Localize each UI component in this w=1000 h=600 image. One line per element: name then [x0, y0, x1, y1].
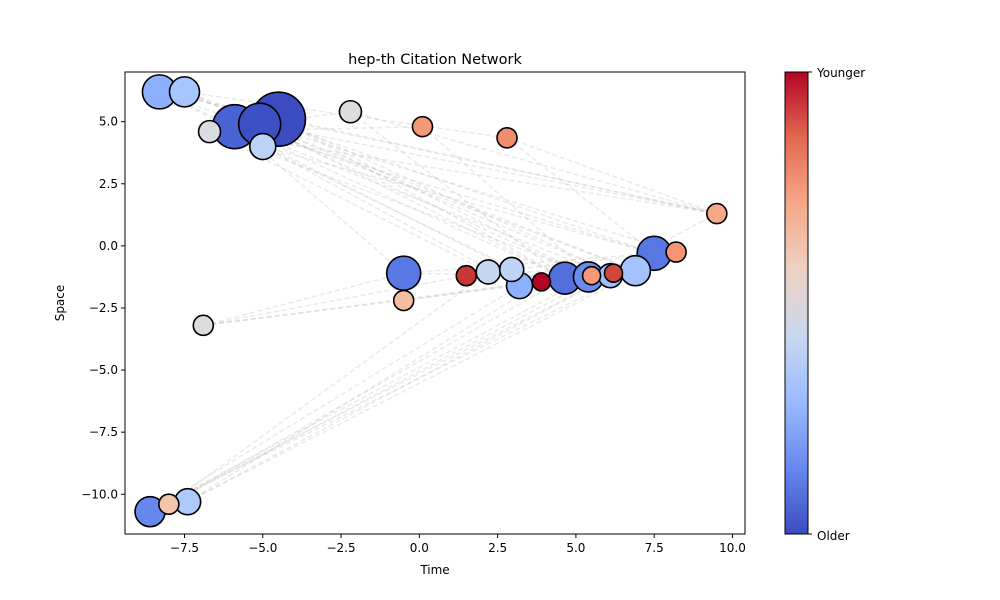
y-axis: 5.0 2.5 0.0 −2.5 −5.0 −7.5 −10.0	[81, 115, 125, 501]
edge-7	[234, 125, 611, 277]
edge-13	[278, 118, 717, 215]
y-tick-label-5: −7.5	[89, 425, 118, 439]
edge-9	[259, 123, 566, 279]
edges-layer	[149, 91, 718, 513]
x-tick-label-4: 2.5	[488, 541, 507, 555]
edge-33	[203, 277, 566, 327]
edge-0	[159, 91, 717, 215]
edge-18	[349, 111, 566, 279]
y-tick-label-6: −10.0	[81, 487, 118, 501]
node-1	[168, 76, 201, 108]
x-tick-label-2: −2.5	[326, 541, 355, 555]
node-25	[619, 254, 652, 287]
colorbar: Younger Older	[784, 66, 865, 543]
edge-6	[209, 130, 717, 215]
edge-52	[209, 130, 592, 277]
y-tick-label-0: 5.0	[99, 115, 118, 129]
y-tick-label-3: −2.5	[89, 301, 118, 315]
node-22	[581, 265, 602, 286]
edge-44	[168, 271, 489, 505]
edge-14	[278, 118, 614, 274]
node-19	[531, 272, 552, 292]
plot-frame	[124, 71, 746, 535]
node-28	[158, 493, 180, 515]
y-tick-label-4: −5.0	[89, 363, 118, 377]
edge-49	[278, 118, 566, 279]
edge-12	[278, 118, 589, 278]
node-16	[475, 259, 502, 285]
edge-40	[168, 277, 566, 505]
x-tick-label-1: −5.0	[248, 541, 277, 555]
node-8	[411, 115, 434, 138]
edge-10	[259, 123, 636, 272]
edge-35	[203, 274, 467, 327]
x-tick-label-7: 10.0	[719, 541, 746, 555]
edge-43	[149, 284, 520, 513]
edge-11	[259, 123, 677, 253]
node-17	[498, 256, 525, 283]
node-26	[192, 314, 215, 337]
colorbar-gradient	[784, 71, 809, 535]
y-tick-label-2: 0.0	[99, 239, 118, 253]
edge-16	[262, 145, 655, 255]
edge-36	[149, 252, 655, 513]
edge-41	[187, 251, 677, 503]
edge-19	[421, 126, 593, 277]
edge-15	[262, 145, 542, 283]
edge-38	[149, 276, 589, 513]
chart-title: hep-th Citation Network	[348, 52, 522, 68]
edge-45	[187, 281, 542, 503]
y-tick-label-1: 2.5	[99, 177, 118, 191]
x-tick-label-0: −7.5	[170, 541, 199, 555]
edge-8	[234, 125, 655, 255]
node-2	[197, 119, 222, 144]
edge-50	[259, 123, 717, 215]
edge-47	[262, 145, 520, 287]
x-axis-label: Time	[419, 563, 449, 577]
edge-26	[403, 252, 655, 274]
edge-28	[403, 277, 566, 302]
node-14	[392, 289, 415, 312]
x-tick-label-3: 0.0	[410, 541, 429, 555]
node-24	[603, 263, 624, 283]
edge-51	[184, 91, 614, 274]
node-6	[248, 132, 277, 161]
edge-17	[350, 111, 718, 215]
node-7	[338, 99, 363, 124]
node-13	[385, 255, 422, 291]
x-axis: −7.5 −5.0 −2.5 0.0 2.5 5.0 7.5 10.0	[170, 534, 746, 555]
y-axis-label: Space	[53, 285, 67, 322]
edge-20	[506, 137, 718, 215]
node-9	[496, 127, 518, 149]
colorbar-label-older: Older	[817, 529, 850, 543]
nodes-layer	[134, 74, 728, 528]
node-10	[706, 202, 728, 225]
edge-48	[234, 126, 405, 274]
x-tick-label-5: 5.0	[566, 541, 585, 555]
edge-37	[149, 270, 636, 513]
x-tick-label-6: 7.5	[645, 541, 664, 555]
node-15	[455, 264, 478, 287]
edge-46	[159, 91, 513, 271]
colorbar-label-younger: Younger	[816, 66, 865, 80]
edge-21	[506, 137, 655, 254]
node-12	[665, 241, 687, 263]
edge-32	[203, 272, 404, 327]
